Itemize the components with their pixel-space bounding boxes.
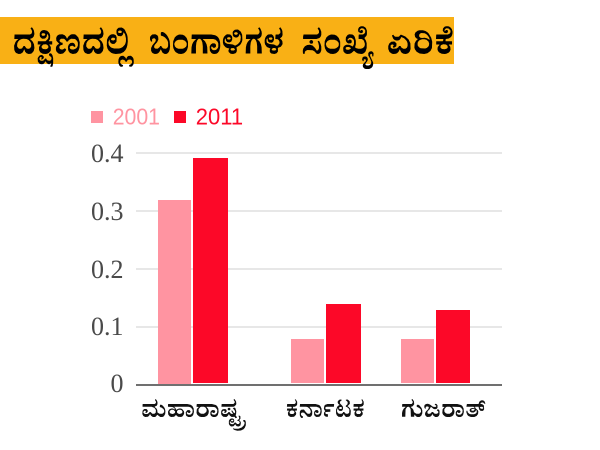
svg-text:2001: 2001 <box>113 104 160 130</box>
svg-text:2011: 2011 <box>196 104 243 130</box>
